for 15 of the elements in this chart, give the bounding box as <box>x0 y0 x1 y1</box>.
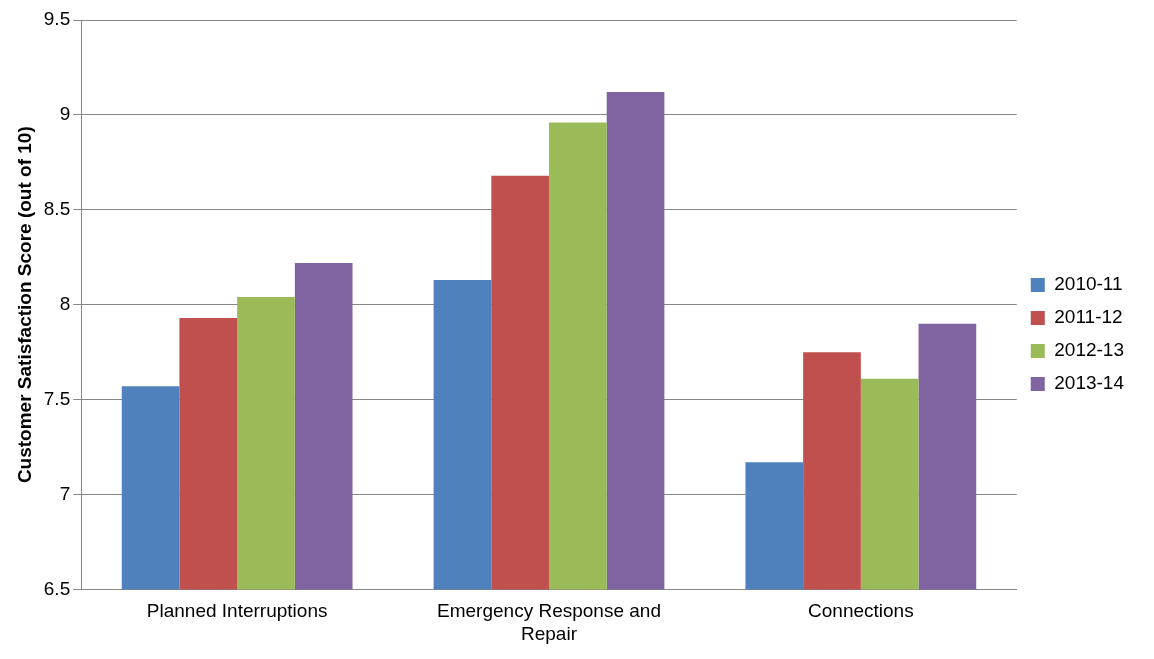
y-tick-label: 9 <box>59 103 71 125</box>
y-tick-label: 8.5 <box>43 198 71 220</box>
x-tick-label: Connections <box>808 600 914 622</box>
y-tick-label: 9.5 <box>43 8 71 30</box>
x-tick-label: Planned Interruptions <box>146 600 328 622</box>
legend-label: 2010-11 <box>1054 273 1123 295</box>
legend-label: 2011-12 <box>1054 306 1123 328</box>
y-axis-title: Customer Satisfaction Score (out of 10) <box>13 126 35 484</box>
legend-label: 2012-13 <box>1054 339 1125 361</box>
y-tick-label: 6.5 <box>43 577 71 599</box>
y-tick-label: 8 <box>59 292 71 314</box>
y-tick-label: 7.5 <box>43 387 71 409</box>
legend-label: 2013-14 <box>1054 372 1125 394</box>
x-tick-label: Emergency Response and Repair <box>437 600 661 644</box>
y-tick-label: 7 <box>59 482 71 504</box>
